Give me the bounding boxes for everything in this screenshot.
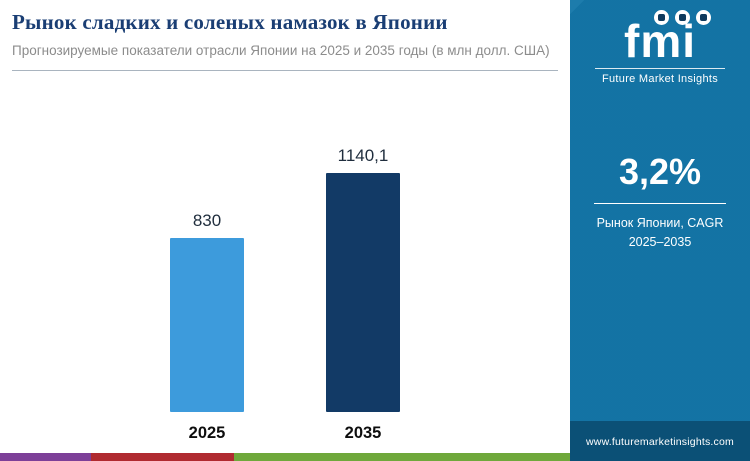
bar-chart: 830 2025 1140,1 2035 (0, 71, 570, 453)
stat-divider (594, 203, 726, 205)
website-url[interactable]: www.futuremarketinsights.com (586, 436, 734, 448)
logo-chart-icon (696, 10, 711, 25)
bar (170, 238, 244, 412)
page-title: Рынок сладких и соленых намазок в Японии (12, 10, 448, 34)
bottom-color-stripe (0, 453, 570, 461)
logo-person-icon (675, 10, 690, 25)
stripe-segment (0, 453, 92, 461)
bar-value-label: 830 (192, 211, 222, 230)
bar (326, 173, 400, 412)
chart-panel: Рынок сладких и соленых намазок в Японии… (0, 0, 570, 461)
cagr-stat: 3,2% Рынок Японии, CAGR 2025–2035 (585, 151, 735, 252)
header: Рынок сладких и соленых намазок в Японии… (0, 0, 570, 61)
stripe-segment (91, 453, 234, 461)
bar-value-label: 1140,1 (337, 146, 389, 165)
page-subtitle: Прогнозируемые показатели отрасли Японии… (12, 43, 550, 58)
cagr-value: 3,2% (618, 151, 702, 193)
logo-caption: Future Market Insights (601, 73, 719, 86)
brand-sidebar: fmi Future Market Insights 3,2% Рынок Яп… (570, 0, 750, 461)
logo-chat-icon (654, 10, 669, 25)
stripe-segment (233, 453, 570, 461)
bar-group-2035: 1140,1 2035 (326, 146, 400, 443)
logo-wordmark: fmi (624, 15, 696, 67)
sidebar-footer: www.futuremarketinsights.com (570, 421, 750, 461)
logo-icons (654, 10, 711, 25)
logo-divider (595, 68, 725, 70)
x-axis-label: 2025 (188, 424, 226, 442)
x-axis-label: 2035 (344, 424, 382, 442)
bar-group-2025: 830 2025 (170, 211, 244, 443)
header-divider (12, 69, 558, 71)
cagr-caption: Рынок Японии, CAGR 2025–2035 (596, 216, 724, 250)
fmi-logo: fmi Future Market Insights (595, 10, 725, 85)
